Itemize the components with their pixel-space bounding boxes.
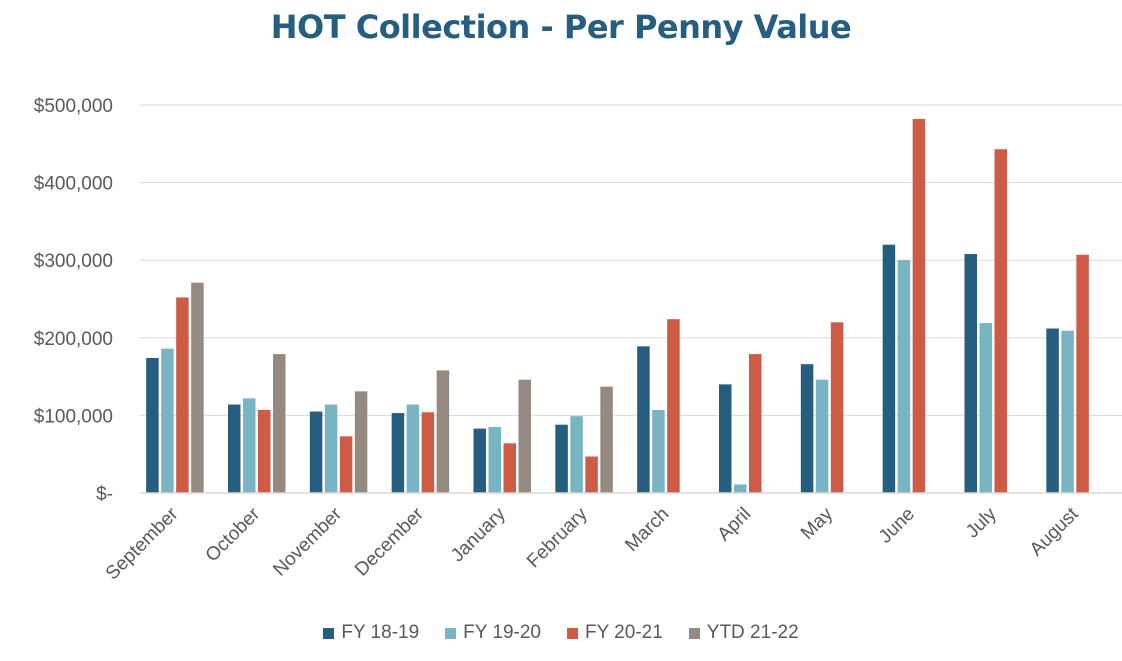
legend-item: FY 18-19 bbox=[323, 622, 419, 644]
bar-fy-18-19-october bbox=[228, 404, 241, 493]
bar-fy-18-19-january bbox=[473, 428, 486, 493]
x-tick-label: November bbox=[269, 503, 346, 580]
bar-fy-19-20-february bbox=[570, 416, 583, 493]
chart-title: HOT Collection - Per Penny Value bbox=[270, 8, 852, 46]
x-tick-label: June bbox=[875, 504, 919, 548]
bar-fy-18-19-august bbox=[1046, 328, 1059, 493]
bar-fy-20-21-june bbox=[912, 118, 926, 493]
bar-fy-20-21-july bbox=[994, 149, 1007, 493]
legend-swatch bbox=[566, 627, 578, 639]
bar-fy-18-19-july bbox=[964, 253, 977, 493]
x-tick-label: October bbox=[202, 503, 265, 566]
bar-fy-18-19-march bbox=[637, 346, 650, 493]
bar-fy-19-20-august bbox=[1061, 330, 1074, 493]
x-tick-label: May bbox=[797, 503, 838, 544]
bars bbox=[146, 118, 1089, 493]
bar-fy-20-21-november bbox=[339, 436, 353, 493]
bar-fy-20-21-april bbox=[749, 354, 762, 493]
x-tick-label: September bbox=[102, 503, 183, 584]
bar-fy-19-20-january bbox=[488, 427, 501, 493]
bar-ytd-21-22-february bbox=[600, 386, 613, 493]
legend-swatch bbox=[323, 627, 335, 639]
legend-label: YTD 21-22 bbox=[706, 622, 799, 643]
x-tick-label: March bbox=[621, 504, 673, 556]
bar-fy-19-20-march bbox=[652, 409, 665, 493]
legend-label: FY 18-19 bbox=[341, 622, 420, 643]
bar-ytd-21-22-january bbox=[518, 379, 531, 493]
bar-fy-20-21-january bbox=[503, 443, 516, 493]
bar-fy-19-20-december bbox=[406, 404, 420, 493]
bar-ytd-21-22-november bbox=[354, 391, 368, 493]
bar-fy-18-19-september bbox=[146, 357, 159, 493]
bar-ytd-21-22-december bbox=[436, 370, 450, 493]
x-tick-label: December bbox=[351, 503, 428, 580]
bar-ytd-21-22-october bbox=[273, 354, 286, 493]
y-tick-label: $400,000 bbox=[34, 174, 113, 195]
legend-item: FY 19-20 bbox=[445, 622, 541, 644]
bar-fy-18-19-december bbox=[391, 413, 405, 493]
bar-fy-20-21-october bbox=[258, 409, 271, 493]
bar-fy-18-19-february bbox=[555, 424, 568, 493]
y-tick-label: $300,000 bbox=[34, 251, 113, 272]
bar-fy-19-20-october bbox=[243, 398, 256, 493]
y-tick-label: $200,000 bbox=[34, 329, 113, 350]
legend-label: FY 19-20 bbox=[463, 622, 541, 643]
y-tick-label: $100,000 bbox=[34, 406, 113, 427]
bar-fy-18-19-april bbox=[719, 384, 732, 493]
bar-fy-20-21-february bbox=[585, 456, 598, 493]
x-tick-label: August bbox=[1026, 503, 1083, 560]
y-tick-label: $500,000 bbox=[34, 96, 113, 117]
y-axis-ticks: $- $100,000 $200,000 $300,000 $400,000 $500,0… bbox=[34, 96, 113, 505]
x-tick-label: February bbox=[523, 503, 592, 572]
x-tick-label: January bbox=[447, 503, 510, 566]
y-tick-label: $- bbox=[96, 484, 113, 505]
bar-fy-19-20-september bbox=[161, 348, 174, 493]
x-tick-label: July bbox=[962, 503, 1001, 542]
x-axis-labels: September October November December January F… bbox=[102, 503, 1083, 584]
bar-fy-18-19-june bbox=[882, 244, 896, 493]
bar-fy-19-20-april bbox=[734, 484, 747, 493]
legend-swatch bbox=[688, 627, 700, 639]
bar-fy-20-21-september bbox=[176, 297, 189, 493]
bar-fy-20-21-august bbox=[1076, 254, 1089, 493]
bar-fy-20-21-december bbox=[421, 412, 435, 493]
legend: FY 18-19 FY 19-20 FY 20-21 YTD 21-22 bbox=[0, 622, 1122, 644]
bar-fy-19-20-june bbox=[897, 260, 911, 493]
bar-fy-18-19-november bbox=[309, 411, 323, 493]
bar-fy-19-20-july bbox=[979, 323, 992, 493]
bar-fy-20-21-may bbox=[830, 322, 844, 493]
legend-label: FY 20-21 bbox=[584, 622, 663, 643]
bar-fy-19-20-may bbox=[815, 379, 829, 493]
bar-fy-18-19-may bbox=[800, 364, 814, 493]
x-tick-label: April bbox=[714, 504, 756, 546]
bar-ytd-21-22-september bbox=[191, 282, 204, 493]
bar-fy-20-21-march bbox=[667, 319, 680, 493]
legend-item: YTD 21-22 bbox=[688, 622, 799, 644]
legend-item: FY 20-21 bbox=[566, 622, 663, 644]
legend-swatch bbox=[445, 627, 457, 639]
bar-fy-19-20-november bbox=[324, 404, 338, 493]
gridlines bbox=[140, 104, 1122, 416]
